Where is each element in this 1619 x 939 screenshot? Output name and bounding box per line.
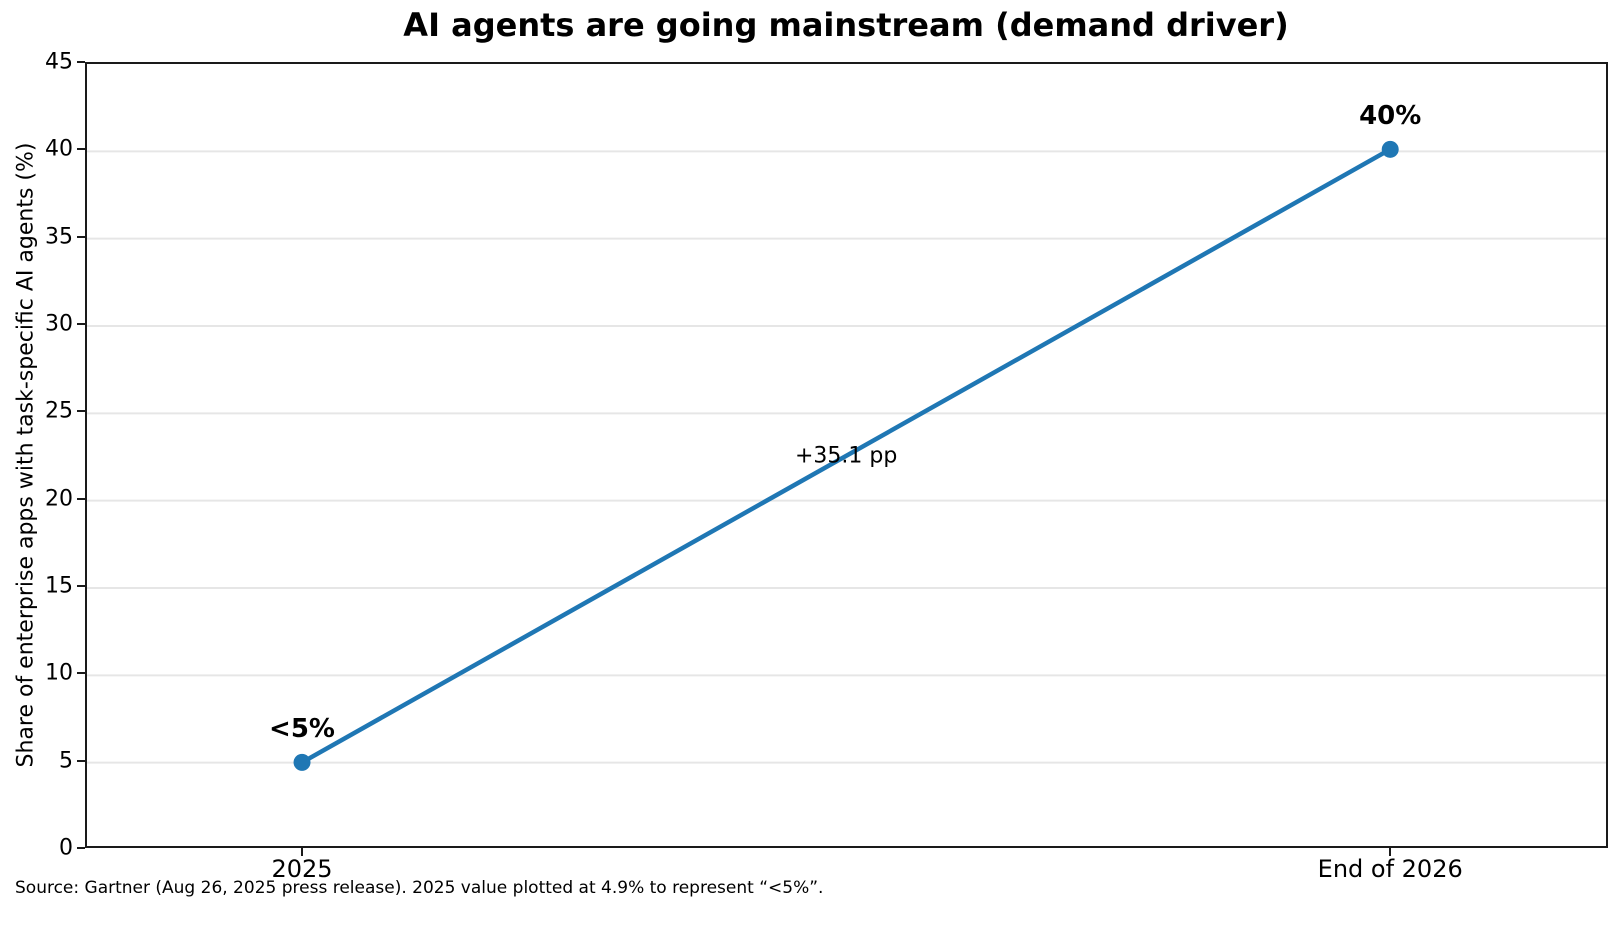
source-note: Source: Gartner (Aug 26, 2025 press rele…	[15, 878, 824, 898]
y-tick-mark	[77, 410, 85, 413]
y-tick-mark	[77, 847, 85, 849]
y-tick-label: 25	[45, 398, 73, 424]
y-tick-mark	[77, 235, 85, 238]
x-tick-mark	[1389, 848, 1392, 856]
x-tick-label: 2025	[271, 855, 333, 883]
y-tick-mark	[77, 497, 85, 500]
y-tick-mark	[77, 61, 85, 63]
y-tick-label: 20	[45, 486, 73, 512]
y-axis-label: Share of enterprise apps with task-speci…	[13, 142, 39, 768]
y-tick-mark	[77, 672, 85, 675]
y-tick-label: 45	[45, 49, 73, 75]
y-tick-mark	[77, 585, 85, 587]
data-point-marker	[1381, 140, 1399, 158]
point-label-end-2026: 40%	[1359, 101, 1422, 132]
y-tick-label: 30	[45, 311, 73, 337]
y-tick-label: 35	[45, 224, 73, 250]
point-label-2025: <5%	[269, 714, 335, 745]
data-point-marker	[293, 753, 311, 771]
delta-annotation: +35.1 pp	[794, 443, 898, 469]
line-series-svg	[87, 140, 1606, 771]
chart-title: AI agents are going mainstream (demand d…	[403, 6, 1289, 44]
y-tick-label: 10	[45, 660, 73, 686]
y-tick-mark	[77, 148, 85, 151]
y-tick-label: 15	[45, 573, 73, 599]
x-tick-mark	[301, 848, 304, 856]
y-tick-mark	[77, 323, 85, 325]
y-tick-label: 40	[45, 136, 73, 162]
y-tick-label: 0	[59, 835, 73, 861]
x-tick-label: End of 2026	[1317, 855, 1463, 883]
plot-area	[85, 62, 1608, 848]
series-line	[299, 147, 1393, 765]
y-tick-mark	[77, 759, 85, 762]
y-tick-label: 5	[59, 748, 73, 774]
